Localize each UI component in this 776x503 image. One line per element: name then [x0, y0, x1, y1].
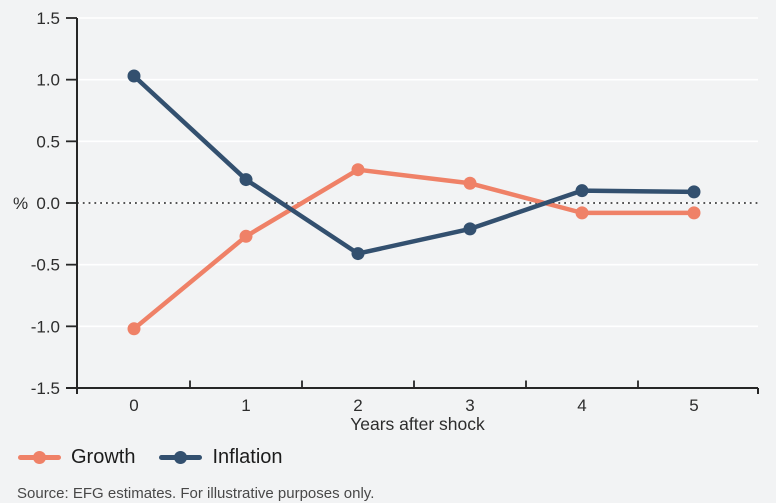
inflation-series-swatch-icon — [159, 450, 203, 464]
legend-label-growth: Growth — [71, 446, 136, 468]
svg-text:0.0: 0.0 — [36, 194, 60, 213]
chart-legend: Growth Inflation — [0, 443, 776, 471]
legend-item-growth: Growth — [18, 447, 135, 467]
svg-text:1: 1 — [241, 396, 250, 415]
svg-text:2: 2 — [353, 396, 362, 415]
svg-text:4: 4 — [577, 396, 586, 415]
svg-text:5: 5 — [689, 396, 698, 415]
svg-text:%: % — [13, 194, 28, 213]
legend-item-inflation: Inflation — [159, 446, 283, 468]
svg-text:-1.5: -1.5 — [31, 379, 60, 398]
chart-canvas: 1.5 1.0 0.5 0.0 -0.5 -1.0 -1.5% 0 1 2 3 4 5 Years aft… — [13, 9, 759, 434]
svg-text:-0.5: -0.5 — [31, 256, 60, 275]
svg-text:0.5: 0.5 — [36, 132, 60, 151]
svg-text:0: 0 — [129, 396, 138, 415]
svg-text:Years after shock: Years after shock — [350, 414, 485, 434]
svg-text:3: 3 — [465, 396, 474, 415]
svg-text:-1.0: -1.0 — [31, 317, 60, 336]
legend-label-inflation: Inflation — [212, 446, 283, 468]
svg-text:1.5: 1.5 — [36, 9, 60, 28]
source-note: Source: EFG estimates. For illustrative … — [17, 485, 375, 502]
growth-series-swatch-icon — [18, 450, 61, 464]
svg-text:1.0: 1.0 — [36, 71, 60, 90]
